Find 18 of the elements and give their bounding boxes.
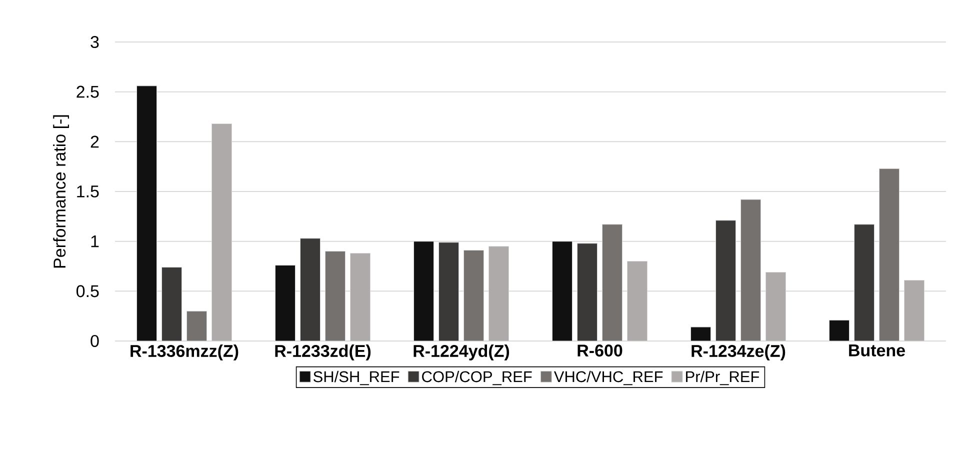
- x-tick-label: R-600: [578, 344, 622, 357]
- legend-label: SH/SH_REF: [314, 370, 400, 386]
- x-tick-label: Butene: [849, 344, 905, 356]
- x-tick-label: R-1224yd(Z): [414, 344, 510, 360]
- legend-label: Pr/Pr_REF: [686, 370, 760, 386]
- y-tick-label: 1.5: [77, 186, 99, 198]
- y-tick-label: 0: [90, 334, 99, 348]
- x-tick-label: R-1234ze(Z): [692, 344, 786, 360]
- y-tick-label: 3: [90, 36, 99, 48]
- legend-label: COP/COP_REF: [422, 370, 532, 386]
- x-tick-label: R-1336mzz(Z): [130, 344, 238, 360]
- y-tick-label: 0.5: [76, 285, 99, 298]
- y-axis-title: Performance ratio [-]: [53, 115, 69, 268]
- x-tick-label: R-1233zd(E): [275, 344, 371, 360]
- y-tick-label: 1: [91, 235, 99, 248]
- legend-label: VHC/VHC_REF: [554, 370, 663, 386]
- y-tick-label: 2.5: [76, 86, 99, 98]
- y-tick-label: 2: [90, 136, 99, 148]
